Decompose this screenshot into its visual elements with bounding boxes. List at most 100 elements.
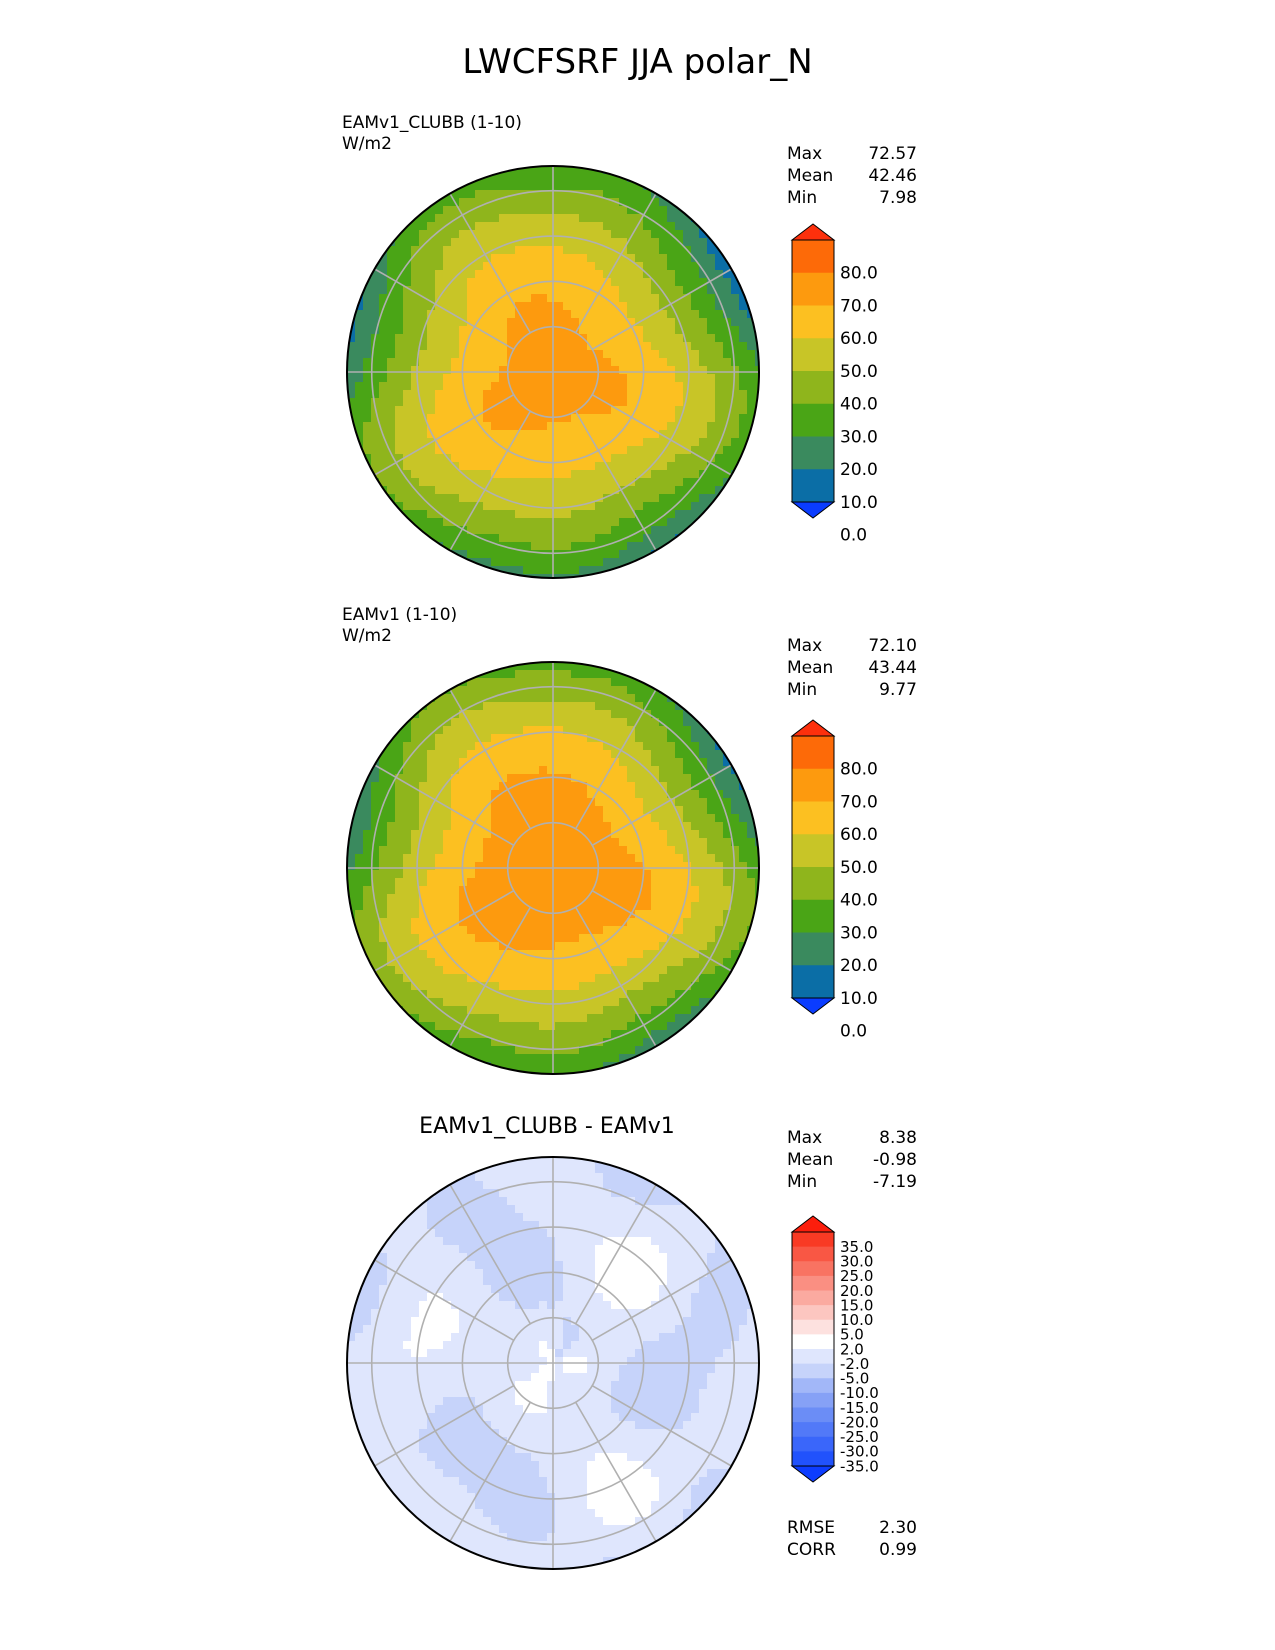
map-cell bbox=[419, 446, 428, 455]
map-cell bbox=[675, 430, 684, 439]
map-cell bbox=[531, 758, 540, 767]
map-cell bbox=[451, 1293, 460, 1302]
map-cell bbox=[603, 790, 612, 799]
map-cell bbox=[571, 974, 580, 983]
map-cell bbox=[571, 1006, 580, 1015]
map-cell bbox=[555, 222, 564, 231]
map-cell bbox=[651, 238, 660, 247]
map-cell bbox=[531, 790, 540, 799]
map-cell bbox=[691, 742, 700, 751]
map-cell bbox=[595, 774, 604, 783]
map-cell bbox=[531, 1070, 540, 1074]
map-cell bbox=[483, 678, 492, 687]
map-cell bbox=[539, 286, 548, 295]
map-cell bbox=[659, 782, 668, 791]
map-cell bbox=[555, 326, 564, 335]
map-cell bbox=[403, 1301, 412, 1310]
map-cell bbox=[403, 1381, 412, 1390]
map-cell bbox=[419, 966, 428, 975]
map-cell bbox=[643, 958, 652, 967]
map-cell bbox=[635, 942, 644, 951]
map-cell bbox=[475, 686, 484, 695]
map-cell bbox=[403, 1373, 412, 1382]
map-cell bbox=[395, 1325, 404, 1334]
map-cell bbox=[515, 382, 524, 391]
map-cell bbox=[491, 198, 500, 207]
map-cell bbox=[443, 966, 452, 975]
map-cell bbox=[571, 838, 580, 847]
map-cell bbox=[459, 862, 468, 871]
map-cell bbox=[563, 390, 572, 399]
map-cell bbox=[619, 830, 628, 839]
map-cell bbox=[555, 942, 564, 951]
map-cell bbox=[459, 502, 468, 511]
map-cell bbox=[643, 286, 652, 295]
map-cell bbox=[459, 1525, 468, 1534]
map-cell bbox=[539, 1038, 548, 1047]
map-cell bbox=[667, 894, 676, 903]
map-cell bbox=[443, 542, 452, 551]
map-cell bbox=[699, 982, 708, 991]
map-cell bbox=[387, 1293, 396, 1302]
map-cell bbox=[643, 854, 652, 863]
map-cell bbox=[643, 942, 652, 951]
map-cell bbox=[691, 454, 700, 463]
map-cell bbox=[443, 414, 452, 423]
map-cell bbox=[723, 878, 732, 887]
map-cell bbox=[683, 510, 692, 519]
map-cell bbox=[611, 734, 620, 743]
map-cell bbox=[419, 1213, 428, 1222]
map-cell bbox=[707, 782, 716, 791]
map-cell bbox=[571, 278, 580, 287]
map-cell bbox=[523, 214, 532, 223]
map-cell bbox=[675, 262, 684, 271]
map-cell bbox=[675, 838, 684, 847]
map-cell bbox=[499, 958, 508, 967]
map-cell bbox=[427, 766, 436, 775]
map-cell bbox=[363, 918, 372, 927]
map-cell bbox=[659, 422, 668, 431]
map-cell bbox=[483, 862, 492, 871]
map-cell bbox=[611, 262, 620, 271]
map-cell bbox=[459, 1277, 468, 1286]
map-cell bbox=[475, 430, 484, 439]
map-cell bbox=[435, 1429, 444, 1438]
map-cell bbox=[451, 1389, 460, 1398]
map-cell bbox=[459, 454, 468, 463]
map-cell bbox=[371, 854, 380, 863]
panel-1-stats: Max 72.57 Mean 42.46 Min 7.98 bbox=[787, 143, 917, 209]
map-cell bbox=[387, 918, 396, 927]
map-cell bbox=[355, 390, 364, 399]
map-cell bbox=[627, 950, 636, 959]
map-cell bbox=[675, 750, 684, 759]
map-cell bbox=[459, 1429, 468, 1438]
map-cell bbox=[355, 902, 364, 911]
map-cell bbox=[443, 1461, 452, 1470]
map-cell bbox=[715, 926, 724, 935]
map-cell bbox=[419, 238, 428, 247]
map-cell bbox=[675, 302, 684, 311]
map-cell bbox=[411, 894, 420, 903]
map-cell bbox=[563, 1070, 572, 1074]
map-cell bbox=[427, 278, 436, 287]
map-cell bbox=[675, 854, 684, 863]
map-cell bbox=[659, 238, 668, 247]
map-cell bbox=[491, 182, 500, 191]
map-cell bbox=[635, 678, 644, 687]
map-cell bbox=[483, 886, 492, 895]
map-cell bbox=[507, 550, 516, 559]
map-cell bbox=[427, 326, 436, 335]
map-cell bbox=[411, 1445, 420, 1454]
map-cell bbox=[443, 1413, 452, 1422]
map-cell bbox=[627, 958, 636, 967]
map-cell bbox=[355, 1301, 364, 1310]
map-cell bbox=[627, 1014, 636, 1023]
map-cell bbox=[475, 926, 484, 935]
map-cell bbox=[451, 422, 460, 431]
map-cell bbox=[443, 206, 452, 215]
map-cell bbox=[515, 926, 524, 935]
map-cell bbox=[547, 838, 556, 847]
map-cell bbox=[643, 350, 652, 359]
map-cell bbox=[667, 334, 676, 343]
map-cell bbox=[595, 414, 604, 423]
